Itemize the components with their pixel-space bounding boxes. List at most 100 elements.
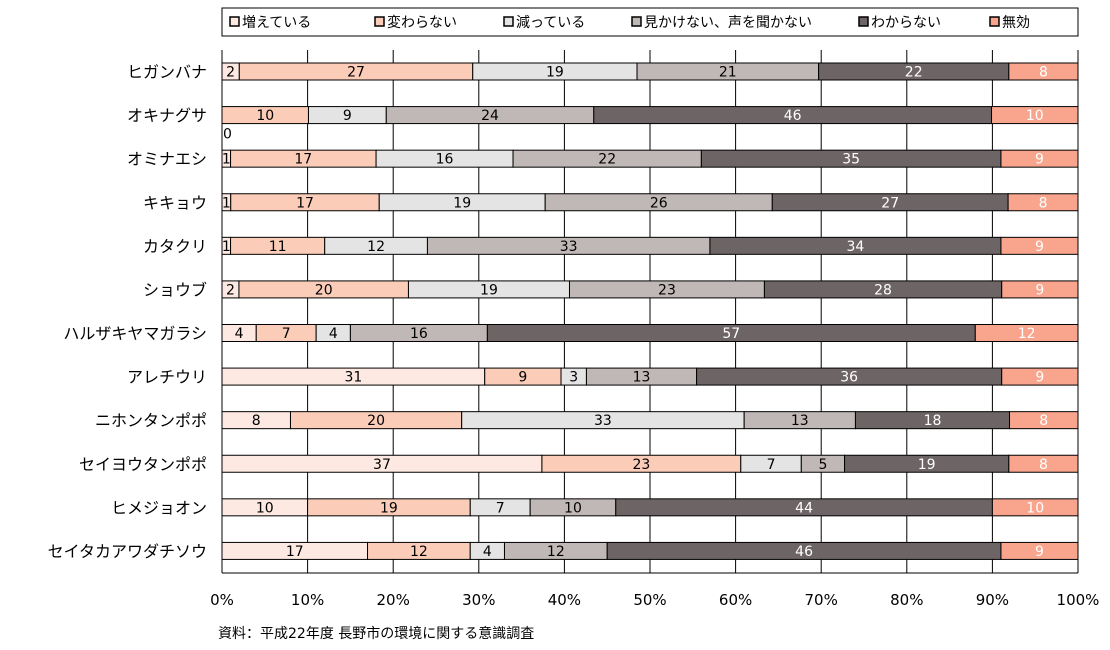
bar-segment (991, 106, 1079, 125)
data-label: 10 (1026, 500, 1044, 516)
data-label: 10 (1026, 108, 1044, 124)
category-label: オミナエシ (127, 150, 207, 169)
legend-label: 無効 (1002, 15, 1030, 31)
data-label: 19 (453, 195, 471, 211)
bar-segment (1000, 236, 1079, 255)
data-label: 46 (784, 108, 802, 124)
x-tick-label: 50% (633, 591, 666, 609)
data-label: 20 (367, 413, 385, 429)
data-label: 3 (569, 370, 578, 386)
category-labels: ヒガンバナオキナグサオミナエシキキョウカタクリショウブハルザキヤマガラシアレチウ… (48, 63, 207, 561)
data-label: 8 (1039, 457, 1048, 473)
data-label: 10 (564, 500, 582, 516)
legend-label: 増えている (242, 15, 311, 31)
data-label: 23 (658, 282, 676, 298)
category-label: セイヨウタンポポ (79, 455, 207, 474)
data-label: 27 (881, 195, 899, 211)
legend-label: 見かけない、声を聞かない (644, 15, 812, 31)
data-label: 2 (226, 65, 235, 81)
data-label: 17 (286, 544, 304, 560)
data-label: 4 (483, 544, 492, 560)
data-label: 22 (598, 152, 616, 168)
data-label: 31 (344, 370, 362, 386)
data-label: 34 (847, 239, 865, 255)
data-label: 9 (343, 108, 352, 124)
legend-label: 変わらない (387, 14, 457, 31)
x-tick-label: 30% (462, 591, 495, 609)
x-tick-label: 90% (976, 591, 1009, 609)
data-label: 23 (632, 457, 650, 473)
legend-label: 減っている (516, 14, 585, 31)
data-label: 9 (1035, 544, 1044, 560)
x-tick-label: 100% (1057, 591, 1100, 609)
category-label: ヒメジョオン (111, 498, 207, 517)
category-label: オキナグサ (127, 106, 207, 125)
category-label: セイタカアワダチソウ (48, 542, 207, 561)
category-label: ショウブ (143, 280, 207, 299)
data-label: 33 (594, 413, 612, 429)
legend-swatch (631, 16, 642, 27)
bar-segment (991, 498, 1079, 517)
bar-segment (1000, 541, 1079, 560)
category-label: ハルザキヤマガラシ (63, 324, 207, 343)
category-label: アレチウリ (127, 368, 207, 387)
x-tick-label: 70% (805, 591, 838, 609)
data-label: 9 (1035, 152, 1044, 168)
data-label: 16 (410, 326, 428, 342)
data-label: 2 (226, 282, 235, 298)
data-label: 44 (795, 500, 813, 516)
data-label: 8 (1039, 195, 1048, 211)
data-label: 19 (918, 457, 936, 473)
data-label: 19 (546, 65, 564, 81)
data-label: 9 (518, 370, 527, 386)
category-label: ヒガンバナ (127, 63, 207, 82)
x-tick-label: 80% (890, 591, 923, 609)
data-label: 19 (380, 500, 398, 516)
data-label: 19 (480, 282, 498, 298)
gridlines (221, 50, 1079, 574)
data-label: 12 (367, 239, 385, 255)
x-tick-label: 40% (548, 591, 581, 609)
data-label: 57 (722, 326, 740, 342)
legend: 増えている 変わらない 減っている 見かけない、声を聞かない わからない 無効 (221, 7, 1079, 37)
legend-swatch (229, 16, 240, 27)
data-label: 12 (547, 544, 565, 560)
bar-segment (1001, 367, 1079, 386)
x-tick-label: 60% (719, 591, 752, 609)
data-label: 9 (1035, 239, 1044, 255)
data-label: 9 (1035, 282, 1044, 298)
data-label: 7 (282, 326, 291, 342)
bar-segment (1008, 454, 1079, 473)
data-label: 4 (235, 326, 244, 342)
data-label: 9 (1035, 370, 1044, 386)
data-label: 24 (481, 108, 499, 124)
data-label: 46 (795, 544, 813, 560)
data-label: 33 (560, 239, 578, 255)
data-label: 1 (222, 195, 231, 211)
bar-segment (1009, 411, 1079, 430)
data-label: 17 (294, 152, 312, 168)
data-label: 1 (222, 239, 231, 255)
legend-swatch (374, 16, 385, 27)
data-label: 37 (373, 457, 391, 473)
data-label: 13 (791, 413, 809, 429)
bar-segment (1000, 149, 1079, 168)
data-label: 36 (840, 370, 858, 386)
data-label: 12 (1018, 326, 1036, 342)
x-tick-label: 0% (210, 591, 234, 609)
data-label: 11 (269, 239, 287, 255)
bar-segment (1008, 62, 1079, 81)
data-label: 21 (719, 65, 737, 81)
data-label: 16 (436, 152, 454, 168)
legend-swatch (858, 16, 869, 27)
data-label: 17 (296, 195, 314, 211)
data-label: 7 (767, 457, 776, 473)
category-label: キキョウ (143, 193, 207, 212)
data-label: 4 (329, 326, 338, 342)
category-label: ニホンタンポポ (95, 411, 207, 430)
data-label: 27 (347, 65, 365, 81)
data-label: 0 (223, 127, 232, 143)
data-label: 12 (410, 544, 428, 560)
data-label: 20 (315, 282, 333, 298)
